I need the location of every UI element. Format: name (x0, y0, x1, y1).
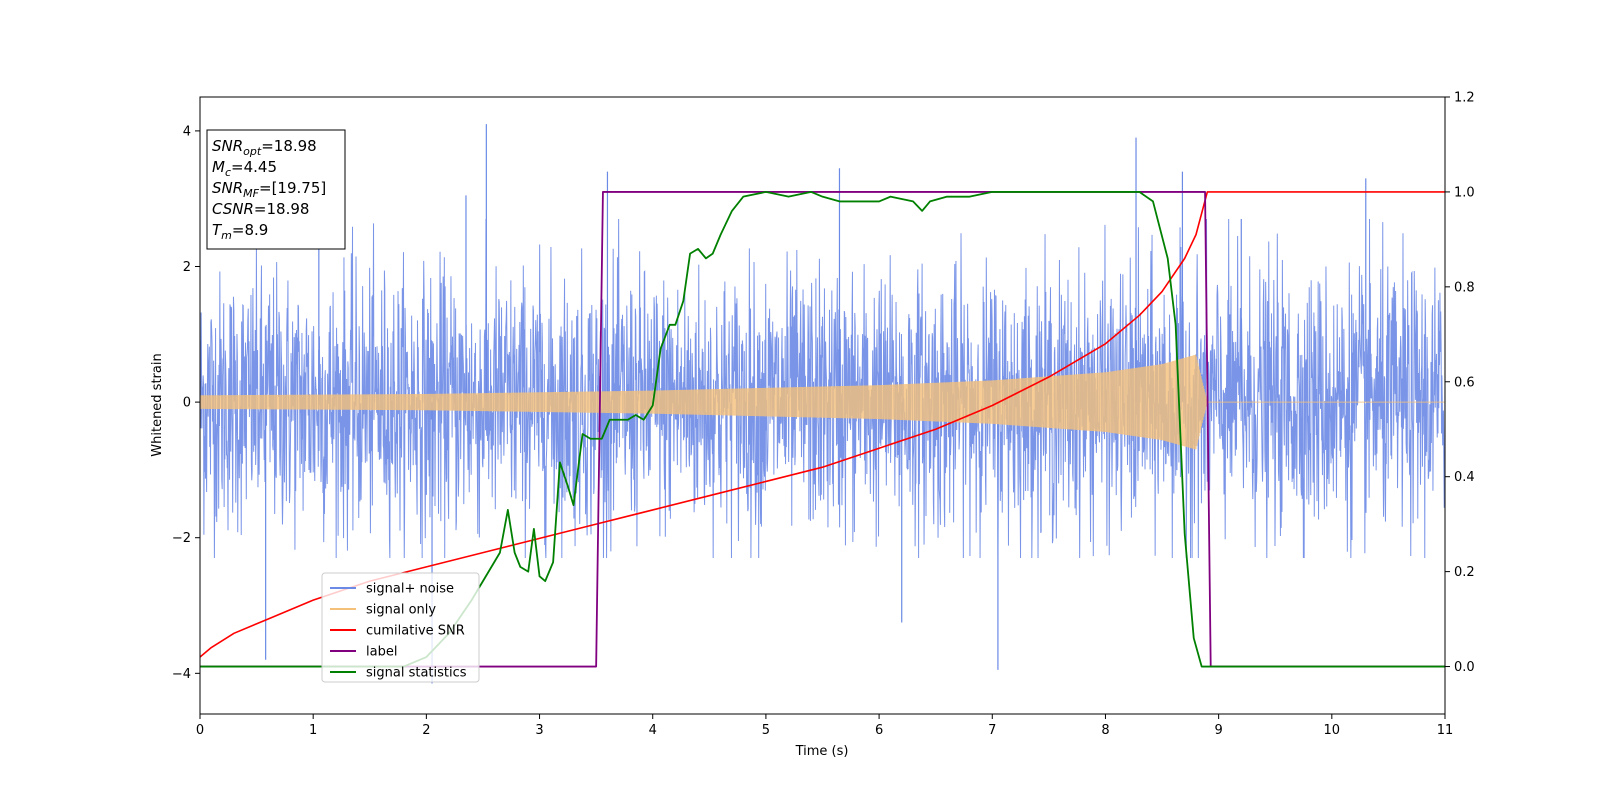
plot-frame (199, 96, 1446, 715)
x-tick-label: 9 (1214, 723, 1222, 738)
y-axis-label: Whitened strain (150, 353, 165, 456)
legend-label: signal+ noise (366, 582, 454, 597)
signal-only-line (200, 354, 1445, 450)
x-tick-label: 5 (762, 723, 770, 738)
y-tick-label: −2 (172, 531, 191, 546)
y-tick-label: −4 (172, 667, 191, 682)
legend-label: signal only (366, 603, 436, 618)
legend: signal+ noise signal only cumilative SNR la… (321, 572, 480, 683)
x-tick-label: 0 (196, 723, 204, 738)
x-tick-label: 6 (875, 723, 883, 738)
annotation-line: Tm=8.9 (212, 221, 268, 242)
x-tick-label: 4 (649, 723, 657, 738)
y-axis-left: −4 −2 0 2 4 (172, 124, 200, 682)
y2-tick-label: 1.0 (1454, 185, 1475, 200)
annotation-line: SNRopt=18.98 (212, 137, 317, 158)
signal-plus-noise-line (200, 219, 1445, 559)
annotation-line: SNRMF=[19.75] (212, 179, 326, 200)
y2-tick-label: 0.4 (1454, 470, 1475, 485)
x-tick-label: 7 (988, 723, 996, 738)
y2-tick-label: 0.6 (1454, 375, 1475, 390)
x-axis: 0 1 2 3 4 5 6 7 8 9 10 11 (196, 714, 1453, 738)
legend-label: label (366, 645, 397, 660)
series-signal-plus-noise (200, 124, 1445, 684)
x-tick-label: 1 (309, 723, 317, 738)
y-axis-right: 0.0 0.2 0.4 0.6 0.8 1.0 1.2 (1445, 91, 1475, 675)
legend-frame (321, 572, 480, 683)
annotation-frame (206, 129, 346, 250)
x-tick-label: 8 (1101, 723, 1109, 738)
x-tick-label: 2 (422, 723, 430, 738)
x-tick-label: 10 (1324, 723, 1341, 738)
x-tick-label: 11 (1437, 723, 1454, 738)
y2-tick-label: 0.2 (1454, 565, 1475, 580)
y-tick-label: 0 (183, 396, 191, 411)
series-signal-only (200, 354, 1445, 450)
legend-label: cumilative SNR (366, 624, 465, 639)
y2-tick-label: 0.8 (1454, 280, 1475, 295)
metrics-annotation-box: SNRopt=18.98Mc=4.45SNRMF=[19.75]CSNR=18.… (206, 129, 346, 250)
y2-tick-label: 1.2 (1454, 91, 1475, 106)
signal-statistics-line (200, 191, 1445, 668)
x-tick-label: 3 (535, 723, 543, 738)
annotation-line: CSNR=18.98 (212, 200, 309, 218)
x-axis-label: Time (s) (795, 744, 849, 759)
y-tick-label: 4 (183, 124, 191, 139)
series-signal-statistics (200, 191, 1445, 668)
annotation-line: Mc=4.45 (212, 158, 277, 179)
y2-tick-label: 0.0 (1454, 660, 1475, 675)
y-tick-label: 2 (183, 260, 191, 275)
legend-label: signal statistics (366, 666, 467, 681)
